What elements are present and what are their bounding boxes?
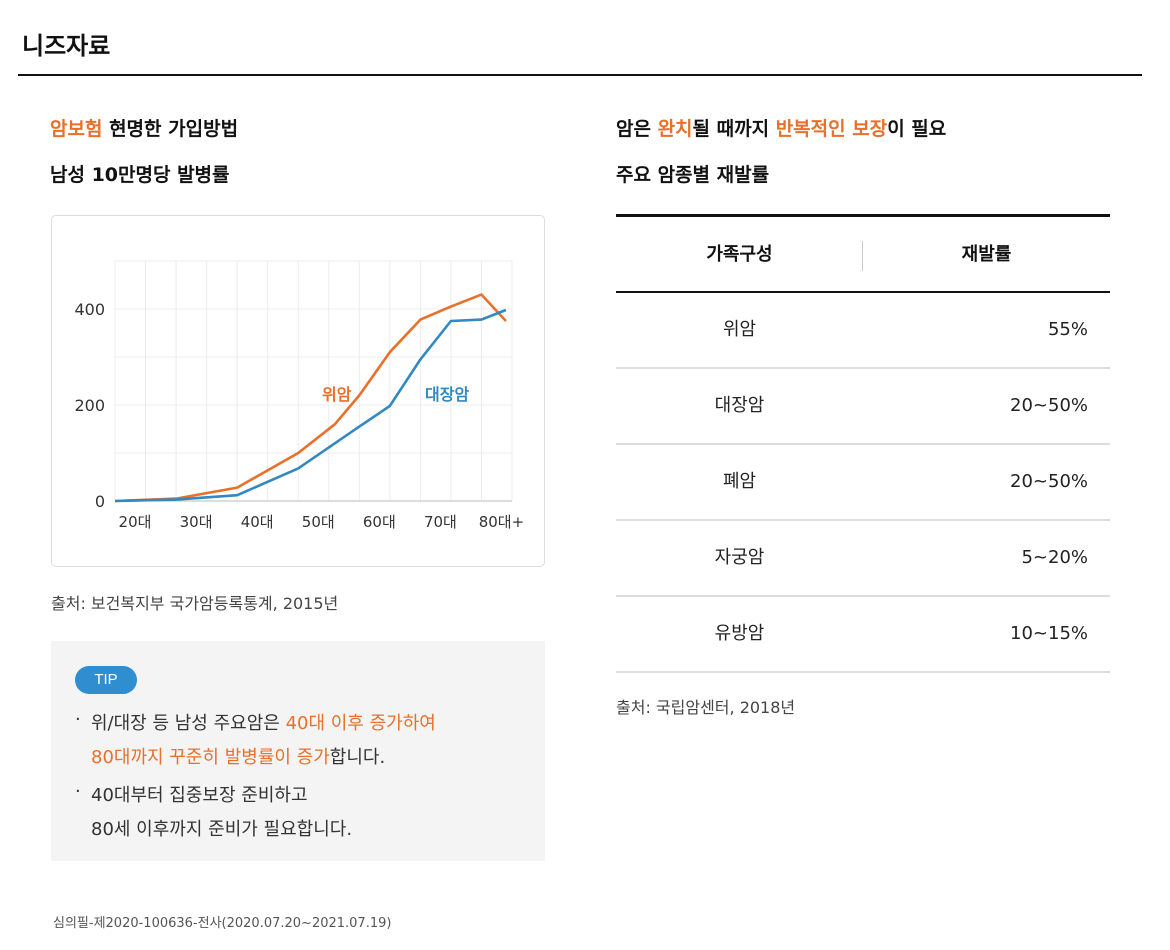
- approval-footnote: 심의필-제2020-100636-전사(2020.07.20~2021.07.1…: [53, 916, 392, 931]
- table-cell-cancer: 대장암: [714, 395, 765, 416]
- tip-bullet-2: ·: [75, 781, 81, 802]
- table-row: 폐암 20~50%: [616, 445, 1110, 521]
- x-tick-label: 60대: [363, 513, 396, 531]
- x-tick-label: 70대: [424, 513, 457, 531]
- series-line-1: [114, 293, 507, 503]
- left-headline-accent: 암보험: [50, 118, 103, 140]
- table-cell-cancer: 위암: [722, 319, 757, 340]
- page-title: 니즈자료: [22, 32, 111, 60]
- tip-line-1-text: 위/대장 등 남성 주요암은: [91, 713, 286, 734]
- table-cell-cancer: 유방암: [714, 623, 765, 644]
- series-label-2: 대장암: [425, 385, 469, 404]
- table-cell-rate: 10~15%: [1010, 623, 1088, 644]
- y-tick-label: 0: [95, 492, 105, 511]
- table-row: 자궁암 5~20%: [616, 521, 1110, 597]
- tip-box: TIP · 위/대장 등 남성 주요암은 40대 이후 증가하여 80대까지 꾸…: [51, 641, 545, 861]
- left-subheadline: 남성 10만명당 발병률: [50, 164, 230, 186]
- right-headline-text-2: 될 때까지: [692, 118, 776, 140]
- tip-line-2-accent: 80대까지 꾸준히 발병률이 증가: [91, 747, 330, 768]
- table-cell-rate: 55%: [1047, 319, 1088, 340]
- tip-line-1: 위/대장 등 남성 주요암은 40대 이후 증가하여: [91, 709, 436, 735]
- tip-line-3: 40대부터 집중보장 준비하고: [91, 785, 308, 806]
- x-tick-label: 80대+: [479, 513, 524, 531]
- x-tick-label: 50대: [302, 513, 335, 531]
- table-header-group: 가족구성: [706, 244, 773, 265]
- tip-line-2-text: 합니다.: [329, 747, 386, 768]
- title-divider: [18, 74, 1142, 76]
- tip-bullet-1: ·: [75, 709, 81, 730]
- right-headline-text-1: 암은: [616, 118, 658, 140]
- right-headline-accent-1: 완치: [657, 118, 693, 140]
- left-headline: 암보험 현명한 가입방법: [50, 114, 238, 141]
- tip-line-1-accent: 40대 이후 증가하여: [285, 713, 436, 734]
- right-headline-accent-2: 반복적인 보장: [775, 118, 888, 140]
- tip-badge: TIP: [75, 666, 137, 694]
- series-line-2: [114, 308, 507, 503]
- table-cell-rate: 20~50%: [1010, 395, 1088, 416]
- tip-line-4: 80세 이후까지 준비가 필요합니다.: [91, 819, 353, 840]
- table-cell-cancer: 자궁암: [714, 547, 765, 568]
- table-row: 대장암 20~50%: [616, 369, 1110, 445]
- right-subheadline: 주요 암종별 재발률: [616, 164, 770, 186]
- series-label-1: 위암: [322, 385, 352, 404]
- tip-line-2: 80대까지 꾸준히 발병률이 증가합니다.: [91, 743, 385, 769]
- right-headline-text-3: 이 필요: [887, 118, 947, 140]
- table-header-row: 가족구성 재발률: [616, 217, 1110, 293]
- table-row: 유방암 10~15%: [616, 597, 1110, 673]
- y-tick-label: 200: [74, 396, 105, 415]
- table-cell-rate: 5~20%: [1021, 547, 1088, 568]
- table-row: 위암 55%: [616, 293, 1110, 369]
- incidence-chart-svg: 0 200 400 20대 30대 40대 50대 60대 70대 80대+ 위암 대장암: [74, 260, 524, 531]
- table-cell-cancer: 폐암: [722, 471, 757, 492]
- x-tick-label: 30대: [180, 513, 213, 531]
- table-header-rate: 재발률: [961, 244, 1012, 265]
- left-source: 출처: 보건복지부 국가암등록통계, 2015년: [51, 594, 339, 613]
- left-headline-text: 현명한 가입방법: [102, 118, 239, 140]
- recurrence-table: 가족구성 재발률 위암 55% 대장암 20~50% 폐암 20~50% 자궁암…: [616, 214, 1110, 673]
- x-tick-label: 20대: [119, 513, 152, 531]
- table-cell-rate: 20~50%: [1010, 471, 1088, 492]
- right-source: 출처: 국립암센터, 2018년: [616, 698, 796, 717]
- table-header-separator: [862, 241, 863, 271]
- incidence-chart: 0 200 400 20대 30대 40대 50대 60대 70대 80대+ 위암 대장암: [51, 215, 545, 567]
- x-tick-label: 40대: [241, 513, 274, 531]
- table-top-rule: [616, 214, 1110, 217]
- right-headline: 암은 완치될 때까지 반복적인 보장이 필요: [616, 114, 946, 141]
- y-tick-label: 400: [74, 300, 105, 319]
